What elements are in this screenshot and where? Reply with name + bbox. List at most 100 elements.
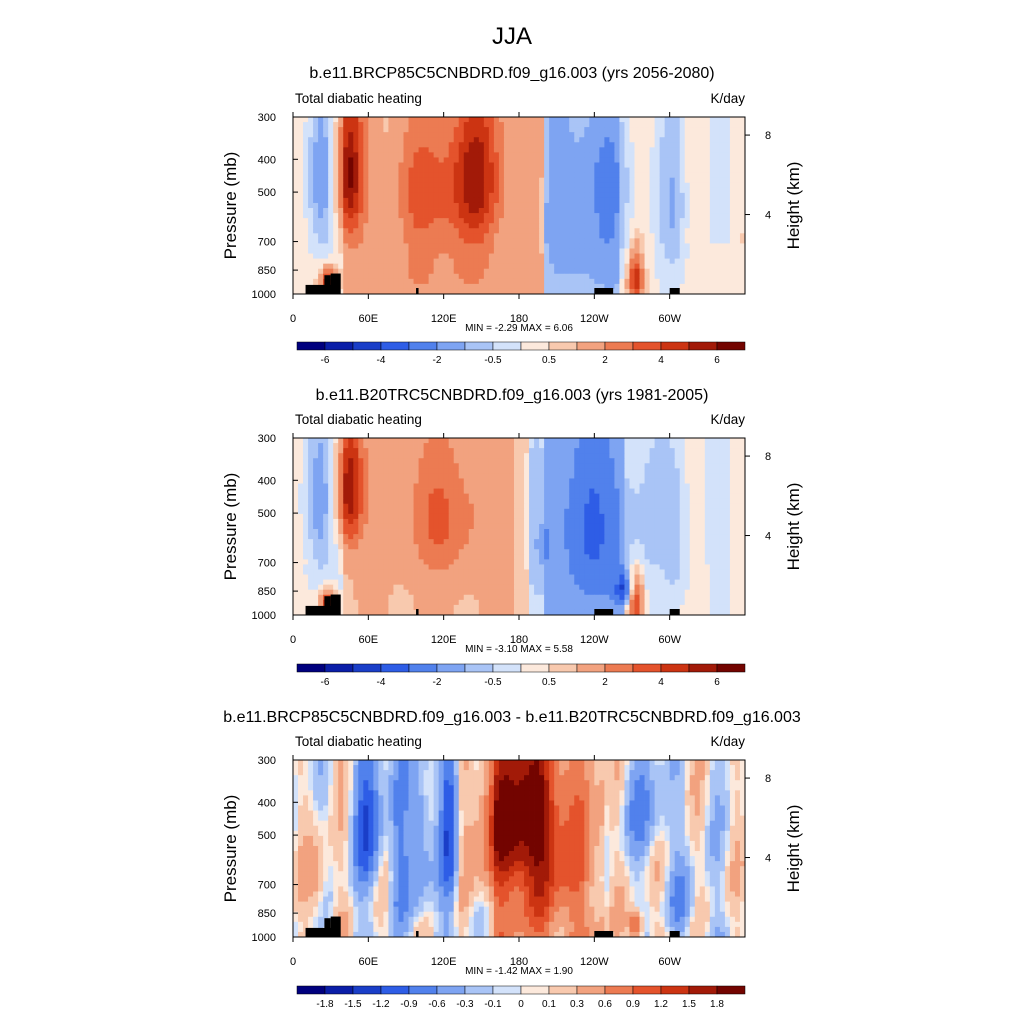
heatmap-cell bbox=[724, 468, 731, 474]
heatmap-cell bbox=[529, 243, 535, 249]
heatmap-cell bbox=[373, 523, 379, 530]
heatmap-cell bbox=[453, 268, 460, 275]
heatmap-cell bbox=[704, 187, 711, 194]
heatmap-cell bbox=[433, 238, 440, 244]
heatmap-cell bbox=[704, 283, 711, 290]
heatmap-cell bbox=[408, 117, 414, 123]
heatmap-cell bbox=[433, 228, 440, 234]
heatmap-cell bbox=[363, 463, 369, 469]
heatmap-cell bbox=[604, 117, 610, 123]
heatmap-cell bbox=[664, 192, 671, 199]
heatmap-cell bbox=[559, 523, 565, 530]
heatmap-cell bbox=[483, 473, 490, 479]
heatmap-cell bbox=[684, 213, 691, 219]
heatmap-cell bbox=[293, 458, 299, 464]
heatmap-cell bbox=[463, 443, 470, 449]
heatmap-cell bbox=[423, 132, 429, 138]
heatmap-cell bbox=[468, 182, 475, 189]
heatmap-cell bbox=[428, 503, 435, 510]
heatmap-cell bbox=[709, 518, 716, 525]
heatmap-cell bbox=[333, 208, 339, 214]
heatmap-cell bbox=[714, 503, 721, 510]
heatmap-cell bbox=[428, 534, 435, 540]
heatmap-cell bbox=[488, 483, 495, 489]
heatmap-cell bbox=[719, 268, 726, 275]
heatmap-cell bbox=[619, 192, 625, 199]
heatmap-cell bbox=[734, 498, 741, 505]
heatmap-cell bbox=[739, 238, 746, 244]
heatmap-cell bbox=[388, 443, 394, 449]
heatmap-cell bbox=[318, 117, 324, 123]
heatmap-cell bbox=[519, 172, 525, 179]
heatmap-cell bbox=[519, 268, 525, 275]
heatmap-cell bbox=[498, 493, 505, 500]
heatmap-cell bbox=[408, 443, 414, 449]
heatmap-cell bbox=[478, 228, 485, 234]
heatmap-cell bbox=[579, 273, 585, 280]
heatmap-cell bbox=[353, 493, 359, 500]
heatmap-cell bbox=[739, 192, 746, 199]
heatmap-cell bbox=[599, 493, 605, 500]
heatmap-cell bbox=[599, 147, 605, 153]
heatmap-cell bbox=[398, 473, 404, 479]
heatmap-cell bbox=[619, 208, 625, 214]
heatmap-cell bbox=[674, 493, 681, 500]
heatmap-cell bbox=[368, 152, 374, 158]
heatmap-cell bbox=[544, 508, 550, 515]
heatmap-cell bbox=[338, 162, 344, 168]
heatmap-cell bbox=[333, 518, 339, 525]
heatmap-cell bbox=[513, 288, 520, 295]
heatmap-cell bbox=[428, 513, 435, 520]
heatmap-cell bbox=[614, 478, 620, 484]
heatmap-cell bbox=[493, 177, 500, 184]
heatmap-cell bbox=[559, 518, 565, 525]
heatmap-cell bbox=[664, 213, 671, 219]
heatmap-cell bbox=[508, 177, 515, 184]
heatmap-cell bbox=[719, 498, 726, 505]
heatmap-cell bbox=[438, 448, 445, 454]
heatmap-cell bbox=[453, 197, 460, 204]
heatmap-cell bbox=[519, 162, 525, 168]
heatmap-cell bbox=[724, 208, 731, 214]
heatmap-cell bbox=[589, 142, 595, 148]
heatmap-cell bbox=[403, 453, 409, 459]
heatmap-cell bbox=[659, 453, 666, 459]
heatmap-cell bbox=[498, 177, 505, 184]
heatmap-cell bbox=[313, 448, 319, 454]
heatmap-cell bbox=[473, 167, 480, 174]
heatmap-cell bbox=[664, 529, 671, 535]
heatmap-cell bbox=[423, 157, 429, 163]
heatmap-cell bbox=[594, 518, 600, 525]
heatmap-cell bbox=[629, 187, 635, 194]
heatmap-cell bbox=[529, 503, 535, 510]
heatmap-cell bbox=[584, 488, 590, 495]
terrain-block bbox=[324, 275, 331, 294]
heatmap-cell bbox=[664, 448, 671, 454]
heatmap-cell bbox=[599, 483, 605, 489]
heatmap-cell bbox=[503, 288, 510, 295]
heatmap-cell bbox=[604, 468, 610, 474]
heatmap-cell bbox=[463, 498, 470, 505]
heatmap-cell bbox=[443, 132, 450, 138]
heatmap-cell bbox=[614, 493, 620, 500]
heatmap-cell bbox=[428, 453, 435, 459]
heatmap-cell bbox=[594, 248, 600, 254]
heatmap-cell bbox=[473, 488, 480, 495]
heatmap-cell bbox=[328, 202, 334, 209]
heatmap-cell bbox=[478, 273, 485, 280]
heatmap-cell bbox=[438, 453, 445, 459]
heatmap-cell bbox=[524, 513, 530, 520]
heatmap-cell bbox=[684, 218, 691, 224]
heatmap-cell bbox=[549, 463, 555, 469]
heatmap-cell bbox=[719, 513, 726, 520]
heatmap-cell bbox=[544, 483, 550, 489]
heatmap-cell bbox=[463, 117, 470, 123]
heatmap-cell bbox=[684, 498, 691, 505]
heatmap-cell bbox=[393, 283, 399, 290]
heatmap-cell bbox=[524, 122, 530, 128]
heatmap-cell bbox=[388, 122, 394, 128]
heatmap-cell bbox=[739, 223, 746, 229]
heatmap-cell bbox=[438, 443, 445, 449]
colorbar-swatch bbox=[716, 341, 746, 351]
heatmap-cell bbox=[589, 117, 595, 123]
